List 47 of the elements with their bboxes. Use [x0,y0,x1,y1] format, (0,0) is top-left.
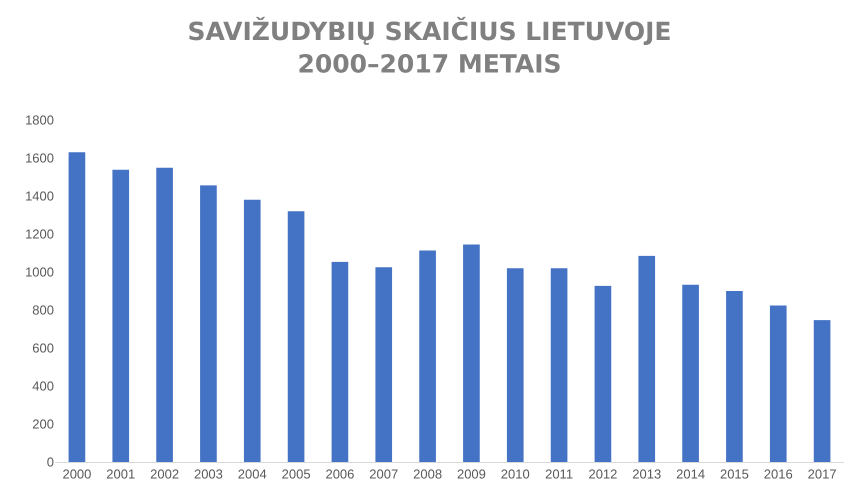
bar [506,268,524,462]
x-tick-label: 2014 [676,466,706,482]
x-tick-label: 2009 [456,466,486,482]
bar [463,244,480,462]
y-tick-label: 600 [32,340,54,356]
y-tick-label: 1200 [25,226,54,242]
bar [244,200,261,462]
x-tick-label: 2001 [106,466,136,482]
bar [770,305,787,462]
y-tick-label: 1800 [25,112,54,128]
x-tick-label: 2008 [413,466,442,482]
y-tick-label: 400 [32,378,54,394]
bar [594,286,612,462]
bar [550,268,568,462]
x-tick-label: 2011 [545,466,574,482]
bar [112,170,130,462]
bar [332,262,348,462]
x-tick-label: 2012 [588,466,618,482]
bar [375,267,392,462]
chart-title: SAVIŽUDYBIŲ SKAIČIUS LIETUVOJE 2000–2017 METAIS [187,16,672,78]
y-tick-label: 200 [32,416,54,432]
bar [726,291,743,462]
bar [200,185,217,462]
y-tick-label: 1000 [25,264,54,280]
bar [419,250,436,462]
x-tick-label: 2017 [808,466,837,482]
x-tick-label: 2006 [325,466,354,482]
bar [814,320,830,462]
bar [156,168,173,462]
x-tick-label: 2007 [369,466,398,482]
bar [68,152,86,462]
y-tick-label: 1600 [25,150,54,166]
y-tick-label: 1400 [25,188,54,204]
x-tick-label: 2016 [764,466,793,482]
x-tick-label: 2002 [150,466,180,482]
bar [288,211,304,462]
x-tick-label: 2005 [282,466,311,482]
y-tick-label: 0 [46,454,54,470]
x-tick-label: 2010 [500,466,530,482]
bar [638,256,656,462]
x-tick-label: 2003 [194,466,223,482]
x-tick-label: 2004 [238,466,267,482]
y-tick-label: 800 [32,302,54,318]
x-tick-label: 2015 [720,466,749,482]
x-tick-label: 2000 [62,466,92,482]
bar [682,284,699,462]
x-tick-label: 2013 [632,466,662,482]
